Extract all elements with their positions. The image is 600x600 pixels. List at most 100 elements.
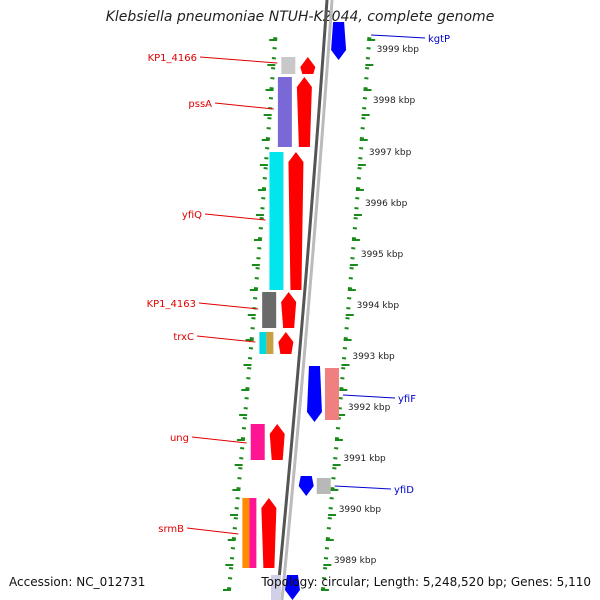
gene-KP1_4166 [281, 57, 296, 74]
tick-track-right [359, 137, 365, 140]
tick-track-left [265, 147, 270, 150]
gene-feature-rect [259, 332, 267, 354]
tick-track-right [323, 557, 329, 560]
tick-track-right [363, 87, 368, 90]
cds-arrow [281, 292, 297, 328]
tick-track-right [350, 257, 355, 260]
tick-track-left [262, 177, 267, 180]
tick-track-right [352, 227, 358, 230]
tick-track-left [244, 397, 249, 400]
tick-track-left [261, 187, 267, 190]
gene-leader-line [191, 436, 247, 444]
tick-track-right [366, 47, 371, 50]
scale-label: 3999 kbp [377, 45, 420, 55]
tick-track-right [325, 537, 331, 540]
tick-track-right [321, 587, 326, 590]
tick-track-right [329, 497, 334, 500]
tick-track-right [348, 277, 353, 280]
cds-arrow [298, 476, 314, 496]
tick-track-left [253, 297, 258, 300]
gene-feature-rect [277, 77, 292, 147]
tick-track-left [267, 117, 272, 120]
tick-track-left [251, 317, 256, 320]
gene-yfiD [316, 478, 331, 494]
tick-track-left [269, 87, 274, 90]
scale-label: 3992 kbp [348, 403, 391, 413]
gene-leader-line [199, 56, 278, 64]
tick-track-left [263, 167, 268, 170]
tick-track-right [361, 117, 366, 120]
cds-arrow [296, 77, 312, 147]
tick-track-left [230, 547, 236, 550]
tick-track-left [233, 517, 238, 520]
scale-label: 3989 kbp [334, 556, 377, 566]
gene-feature-rect [250, 424, 265, 460]
tick-track-left [237, 477, 242, 480]
gene-leader-line [214, 102, 274, 110]
gene-feature-rect [324, 368, 339, 420]
tick-track-right [351, 247, 356, 250]
gene-label: pssA [188, 99, 212, 110]
tick-track-left [240, 437, 246, 440]
tick-track-left [259, 217, 264, 220]
tick-track-left [238, 467, 243, 470]
tick-track-right [343, 337, 348, 340]
cds-arrow [284, 575, 300, 600]
cds-arrow [278, 332, 294, 354]
tick-track-left [255, 267, 260, 270]
gene-label: yfiQ [182, 210, 202, 221]
tick-track-right [331, 477, 336, 480]
tick-track-right [333, 457, 338, 460]
tick-track-right [321, 577, 327, 580]
tick-track-left [273, 37, 278, 40]
gene-feature-rect [281, 57, 296, 74]
scale-label: 3991 kbp [343, 454, 386, 464]
tick-track-left [234, 507, 239, 510]
tick-track-left [272, 47, 277, 50]
tick-track-right [332, 467, 337, 470]
tick-track-right [367, 37, 372, 40]
tick-track-left [232, 527, 237, 530]
gene-feature-rect [270, 575, 281, 600]
cds-arrow [261, 498, 277, 568]
tick-track-right [364, 77, 369, 80]
tick-track-left [271, 57, 276, 60]
topology-text: Topology: circular; Length: 5,248,520 bp… [261, 575, 591, 589]
gene-feature-arrow [331, 22, 347, 60]
tick-track-left [231, 537, 237, 540]
scale-label: 3996 kbp [365, 199, 408, 209]
tick-track-left [249, 337, 254, 340]
tick-track-right [342, 347, 348, 350]
gene-label: yfiD [394, 485, 414, 496]
gene-pssA [277, 77, 292, 147]
tick-track-right [355, 187, 361, 190]
gene-feature-rect [266, 332, 274, 354]
gene-leader-line [204, 213, 266, 221]
tick-track-left [241, 427, 247, 430]
tick-track-right [330, 487, 335, 490]
tick-track-left [258, 227, 264, 230]
gene-label: ung [170, 433, 189, 444]
gene-leader-line [342, 394, 396, 399]
gene-label: trxC [173, 332, 194, 343]
tick-track-right [347, 297, 352, 300]
tick-track-right [345, 317, 350, 320]
tick-track-left [236, 487, 241, 490]
backbone-line [275, 0, 329, 600]
tick-track-left [227, 587, 232, 590]
scale-label: 3998 kbp [373, 96, 416, 106]
tick-track-right [353, 217, 358, 220]
tick-track-left [245, 387, 250, 390]
gene-srmB [242, 498, 257, 568]
tick-track-left [256, 257, 261, 260]
gene-label: kgtP [428, 34, 450, 45]
tick-track-left [239, 457, 244, 460]
gene-yfiF [324, 368, 339, 420]
tick-track-right [354, 207, 359, 210]
cds-arrow [288, 152, 304, 290]
gene-label: KP1_4166 [148, 53, 197, 64]
tick-track-left [264, 157, 269, 160]
map-title: Klebsiella pneumoniae NTUH-K2044, comple… [105, 9, 495, 25]
tick-track-right [358, 157, 363, 160]
gene-leader-line [334, 485, 392, 490]
